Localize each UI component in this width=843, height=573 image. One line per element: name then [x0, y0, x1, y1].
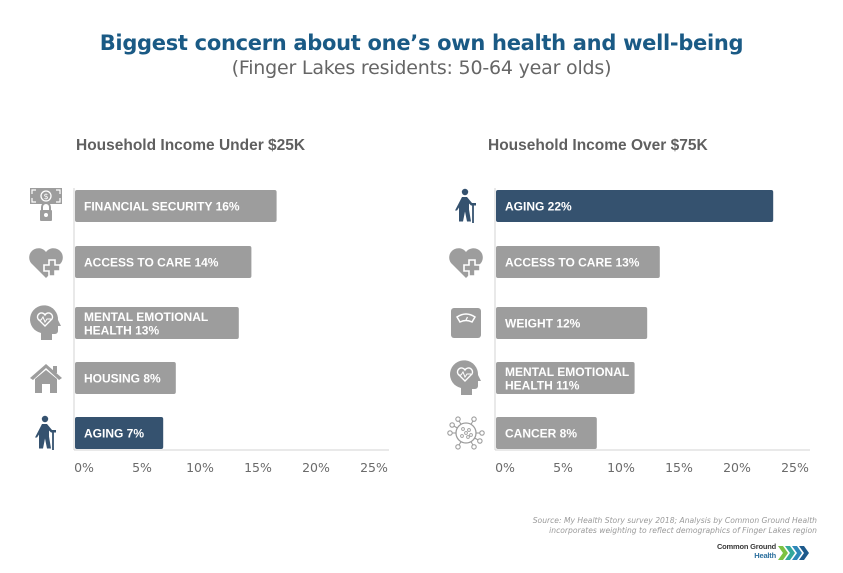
panel-title-under-25k: Household Income Under $25K	[76, 137, 306, 154]
panel-title-over-75k: Household Income Over $75K	[488, 137, 708, 154]
bar-label: MENTAL EMOTIONAL	[84, 310, 208, 324]
bar-label: AGING 7%	[84, 427, 144, 441]
x-tick-label: 15%	[665, 460, 693, 475]
money-lock-icon: $	[30, 188, 62, 221]
bar-label: CANCER 8%	[505, 427, 577, 441]
x-tick-label: 10%	[607, 460, 635, 475]
chevrons-right-icon	[778, 546, 809, 560]
logo-text-line-1: Common Ground	[716, 542, 776, 551]
x-tick-label: 5%	[553, 460, 573, 475]
bar-label: HOUSING 8%	[84, 372, 161, 386]
source-line-2: incorporates weighting to reflect demogr…	[549, 526, 817, 535]
bar	[75, 362, 176, 394]
x-tick-label: 10%	[186, 460, 214, 475]
bar	[496, 417, 597, 449]
bar-label: WEIGHT 12%	[505, 317, 581, 331]
chart-title: Biggest concern about one’s own health a…	[99, 31, 744, 55]
head-heart-icon	[30, 305, 61, 340]
heart-plus-icon	[29, 248, 63, 278]
bar	[496, 190, 774, 222]
source-note: Source: My Health Story survey 2018; Ana…	[533, 516, 817, 536]
source-line-1: Source: My Health Story survey 2018; Ana…	[532, 516, 817, 525]
bar	[75, 190, 277, 222]
logo-text-line-2: Health	[754, 550, 776, 560]
x-tick-label: 15%	[244, 460, 272, 475]
head-heart-icon	[450, 360, 481, 395]
x-tick-label: 20%	[723, 460, 751, 475]
bar-label: AGING 22%	[505, 200, 572, 214]
chart-subtitle: (Finger Lakes residents: 50-64 year olds…	[231, 57, 612, 79]
svg-text:$: $	[43, 192, 48, 201]
bar-label: MENTAL EMOTIONAL	[505, 365, 629, 379]
elderly-person-icon	[35, 415, 56, 450]
bar	[496, 362, 635, 394]
bar	[75, 246, 252, 278]
chart-panel-0: FINANCIAL SECURITY 16% $ ACCESS TO CARE 14…	[29, 188, 389, 475]
x-tick-label: 20%	[302, 460, 330, 475]
bar-label: FINANCIAL SECURITY 16%	[84, 200, 240, 214]
bar-label: ACCESS TO CARE 13%	[505, 256, 640, 270]
bar-label: ACCESS TO CARE 14%	[84, 256, 219, 270]
common-ground-health-logo: Common Ground Health	[714, 542, 814, 565]
heart-plus-icon	[449, 248, 483, 278]
bar	[75, 417, 164, 449]
x-tick-label: 25%	[781, 460, 809, 475]
chart-panel-1: AGING 22% ACCESS TO CARE 13% WEIGHT 12% MEN…	[447, 188, 810, 475]
scale-icon	[451, 308, 481, 338]
virus-cell-icon	[447, 416, 485, 450]
bar-label: HEALTH 11%	[505, 379, 580, 393]
bar	[75, 307, 239, 339]
x-tick-label: 25%	[360, 460, 388, 475]
x-tick-label: 5%	[132, 460, 152, 475]
bar-label: HEALTH 13%	[84, 324, 159, 338]
elderly-person-icon	[455, 188, 476, 223]
bar	[496, 246, 660, 278]
house-icon	[30, 364, 62, 393]
x-tick-label: 0%	[495, 460, 515, 475]
bar	[496, 307, 648, 339]
x-tick-label: 0%	[74, 460, 94, 475]
